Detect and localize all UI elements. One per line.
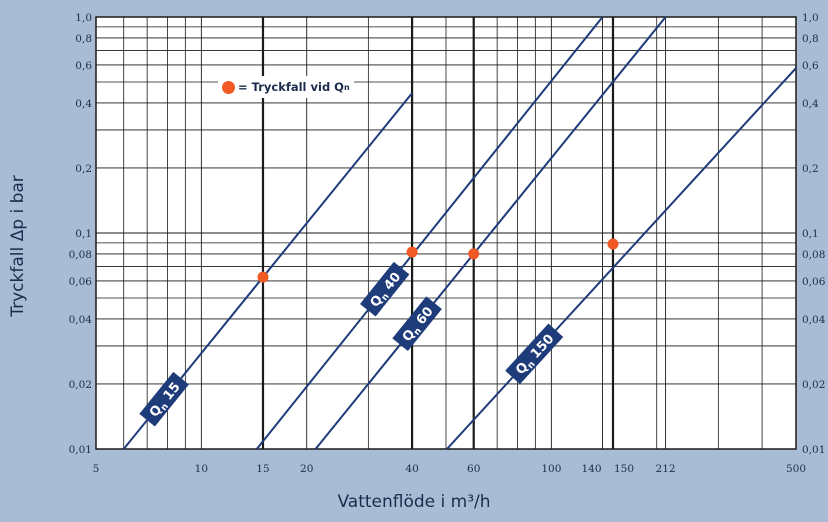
series-line-4 bbox=[446, 67, 796, 449]
series-label-box bbox=[505, 323, 564, 385]
series-line-2 bbox=[256, 17, 604, 449]
y-tick-label-left: 0,04 bbox=[69, 314, 93, 326]
plot-frame bbox=[95, 16, 797, 450]
data-point bbox=[607, 238, 619, 250]
y-tick-label-left: 0,4 bbox=[75, 98, 92, 110]
y-tick-label-left: 0,06 bbox=[69, 276, 93, 288]
y-tick-label-left: 0,6 bbox=[75, 60, 92, 72]
series-label-box bbox=[139, 371, 189, 427]
x-tick-label: 20 bbox=[300, 463, 313, 475]
x-axis-label: Vattenflöde i m³/h bbox=[337, 492, 491, 512]
x-tick-label: 100 bbox=[541, 463, 561, 475]
x-tick-label: 140 bbox=[581, 463, 601, 475]
data-point bbox=[468, 248, 480, 260]
x-tick-label: 150 bbox=[614, 463, 634, 475]
x-tick-label: 5 bbox=[93, 463, 100, 475]
data-point bbox=[257, 271, 269, 283]
y-tick-label-right: 0,2 bbox=[802, 163, 819, 175]
legend-marker bbox=[222, 80, 235, 94]
series-label-box bbox=[360, 261, 410, 317]
legend-text-sub: n bbox=[343, 82, 350, 92]
y-tick-label-left: 1,0 bbox=[75, 12, 92, 24]
x-tick-label: 60 bbox=[467, 463, 480, 475]
y-tick-label-left: 0,08 bbox=[69, 249, 92, 261]
series-label-box bbox=[392, 296, 442, 351]
data-point bbox=[406, 246, 418, 258]
y-tick-label-left: 0,01 bbox=[69, 444, 92, 456]
y-tick-label-right: 0,6 bbox=[802, 60, 819, 72]
y-tick-label-right: 0,04 bbox=[802, 314, 826, 326]
x-tick-label: 10 bbox=[195, 463, 208, 475]
x-tick-label: 212 bbox=[656, 463, 676, 475]
y-tick-label-right: 0,01 bbox=[802, 444, 825, 456]
y-tick-label-right: 0,4 bbox=[802, 98, 819, 110]
x-tick-label: 40 bbox=[405, 463, 418, 475]
y-axis-label: Tryckfall Δp i bar bbox=[8, 175, 28, 317]
x-tick-label: 15 bbox=[256, 463, 269, 475]
x-tick-label: 500 bbox=[786, 463, 806, 475]
y-tick-label-left: 0,2 bbox=[75, 163, 92, 175]
y-tick-label-left: 0,8 bbox=[75, 33, 92, 45]
y-tick-label-left: 0,1 bbox=[75, 228, 92, 240]
y-tick-label-right: 0,06 bbox=[802, 276, 826, 288]
y-tick-label-right: 0,08 bbox=[802, 249, 825, 261]
series-line-3 bbox=[314, 17, 667, 449]
y-tick-label-right: 0,1 bbox=[802, 228, 819, 240]
legend-text: = Tryckfall vid Q bbox=[238, 80, 344, 94]
y-tick-label-right: 0,8 bbox=[802, 33, 819, 45]
series-label-4: Qn 150 bbox=[505, 323, 564, 385]
y-tick-label-right: 1,0 bbox=[802, 12, 819, 24]
y-tick-label-left: 0,02 bbox=[69, 379, 92, 391]
y-tick-label-right: 0,02 bbox=[802, 379, 825, 391]
